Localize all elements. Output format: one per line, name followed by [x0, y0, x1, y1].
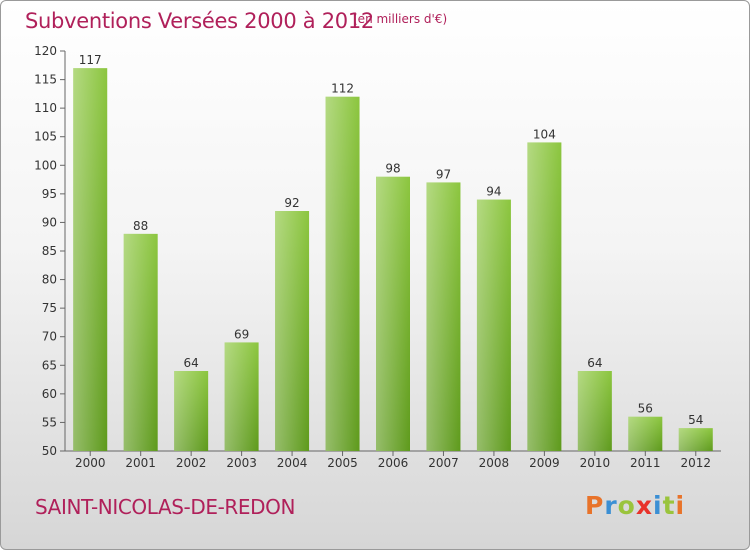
bar-value-label: 64	[587, 356, 602, 370]
bar-value-label: 104	[533, 127, 556, 141]
x-tick-label: 2010	[580, 456, 611, 470]
bar-value-label: 69	[234, 327, 249, 341]
y-tick-label: 55	[42, 415, 57, 429]
bar-highlight	[325, 96, 360, 451]
bar-highlight	[577, 371, 612, 451]
bar-highlight	[275, 211, 310, 451]
bar-value-label: 117	[79, 53, 102, 67]
x-tick-label: 2012	[680, 456, 711, 470]
axes-group: 50 55 60 65 70 75 80 85 90 95 100 105 110 115 120	[34, 44, 721, 458]
bar-value-label: 97	[436, 167, 451, 181]
bar-highlight	[527, 142, 562, 451]
x-tick-label: 2008	[479, 456, 510, 470]
x-tick-label: 2009	[529, 456, 560, 470]
labels-group: 2000 117 2001 88 2002 64 2003 69 2004 92 2005 112 20…	[75, 53, 711, 470]
bar-highlight	[224, 342, 259, 451]
x-tick-label: 2006	[378, 456, 409, 470]
logo-letter: i	[653, 491, 663, 520]
y-tick-label: 70	[42, 330, 57, 344]
y-tick-label: 80	[42, 273, 57, 287]
logo-letter: r	[604, 491, 618, 520]
x-tick-label: 2011	[630, 456, 661, 470]
y-tick-label: 120	[34, 44, 57, 58]
y-tick-label: 90	[42, 215, 57, 229]
y-tick-label: 105	[34, 130, 57, 144]
y-tick-label: 110	[34, 101, 57, 115]
x-tick-label: 2004	[277, 456, 308, 470]
logo-letter: P	[585, 491, 605, 520]
bar-highlight	[678, 428, 713, 451]
y-tick-label: 75	[42, 301, 57, 315]
y-tick-label: 65	[42, 358, 57, 372]
bar-highlight	[123, 233, 158, 451]
y-tick-label: 60	[42, 387, 57, 401]
bar-value-label: 98	[385, 162, 400, 176]
bar-highlight	[376, 176, 410, 451]
bar-highlight	[73, 68, 108, 452]
x-tick-label: 2001	[125, 456, 156, 470]
bars-group	[73, 68, 713, 452]
x-tick-label: 2005	[327, 456, 358, 470]
bar-value-label: 88	[133, 219, 148, 233]
bar-highlight	[476, 199, 511, 451]
logo-letter: i	[675, 491, 686, 520]
x-tick-label: 2003	[226, 456, 257, 470]
bar-highlight	[426, 182, 461, 451]
bar-highlight	[628, 416, 663, 451]
bar-value-label: 54	[688, 413, 703, 427]
y-tick-label: 50	[42, 444, 57, 458]
bar-value-label: 64	[184, 356, 199, 370]
proxiti-logo[interactable]: Proxiti	[585, 491, 685, 520]
y-tick-label: 95	[42, 187, 57, 201]
x-tick-label: 2002	[176, 456, 207, 470]
logo-letter: o	[617, 491, 636, 520]
bar-value-label: 92	[284, 196, 299, 210]
bar-value-label: 112	[331, 82, 354, 96]
bar-value-label: 94	[486, 185, 501, 199]
y-tick-label: 85	[42, 244, 57, 258]
chart-title: Subventions Versées 2000 à 2012	[25, 9, 374, 33]
bar-value-label: 56	[638, 402, 653, 416]
chart-unit-label: (en milliers d'€)	[353, 12, 448, 26]
y-tick-label: 100	[34, 158, 57, 172]
y-tick-label: 115	[34, 73, 57, 87]
logo-letter: t	[662, 491, 676, 520]
bar-highlight	[174, 371, 209, 451]
logo-letter: x	[635, 491, 653, 520]
x-tick-label: 2007	[428, 456, 459, 470]
commune-name: SAINT-NICOLAS-DE-REDON	[35, 495, 296, 519]
x-tick-label: 2000	[75, 456, 106, 470]
